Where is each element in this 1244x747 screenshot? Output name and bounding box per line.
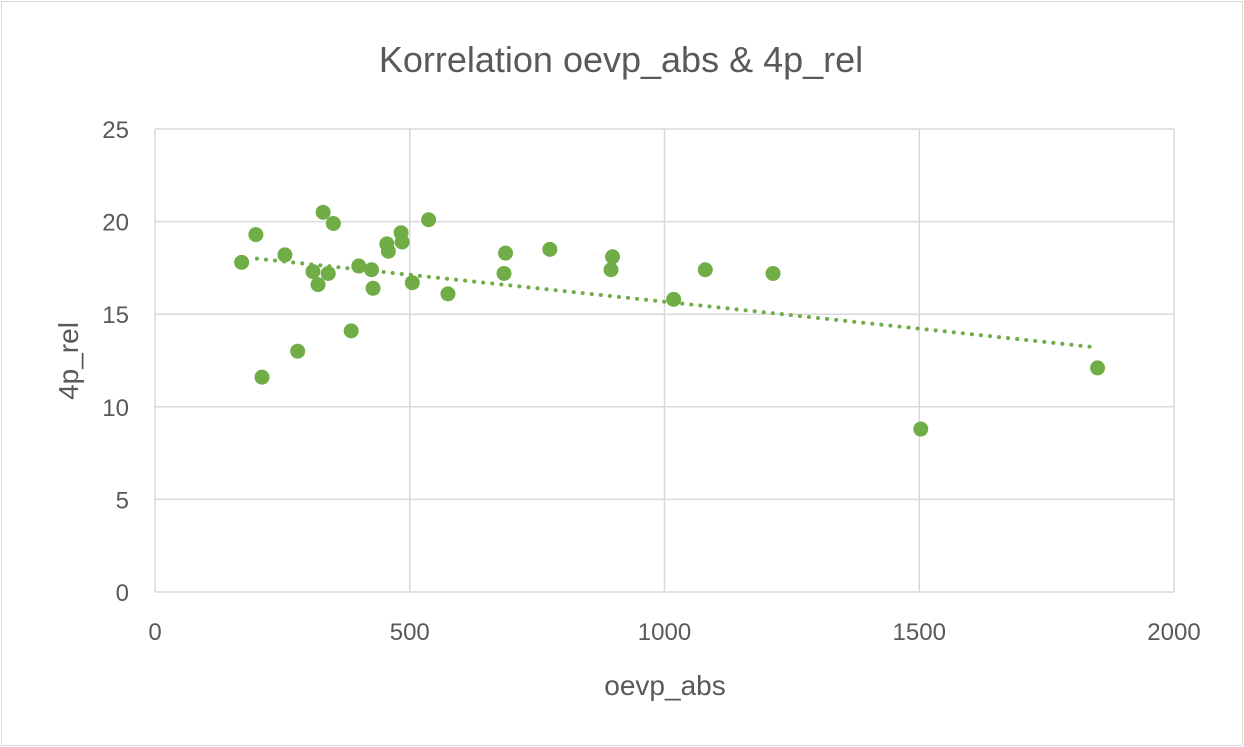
data-point <box>394 234 410 250</box>
data-point <box>310 277 326 293</box>
data-point <box>498 245 514 261</box>
data-point <box>248 227 264 243</box>
chart-title: Korrelation oevp_abs & 4p_rel <box>379 39 863 80</box>
data-point <box>697 262 713 278</box>
data-point <box>365 280 381 296</box>
y-tick-label: 0 <box>116 580 129 607</box>
y-tick-label: 25 <box>102 117 129 144</box>
data-point <box>325 215 341 231</box>
data-point <box>351 258 367 274</box>
tick-layer: 0 5 10 15 20 25 0 500 1000 1500 2000 <box>102 117 1200 646</box>
data-point <box>320 265 336 281</box>
data-point <box>603 262 619 278</box>
data-point <box>913 421 929 437</box>
data-point <box>1090 360 1106 376</box>
data-point <box>496 265 512 281</box>
data-point <box>542 241 558 257</box>
y-tick-label: 20 <box>102 210 129 237</box>
y-tick-label: 5 <box>116 487 129 514</box>
x-axis-label: oevp_abs <box>604 670 725 701</box>
data-point <box>290 343 306 359</box>
y-tick-label: 15 <box>102 302 129 329</box>
data-point <box>404 275 420 291</box>
data-point <box>605 249 621 265</box>
data-point <box>440 286 456 302</box>
x-tick-label: 500 <box>390 619 430 646</box>
data-point <box>305 264 321 280</box>
data-point <box>364 262 380 278</box>
data-point <box>421 212 437 228</box>
data-point <box>380 243 396 259</box>
x-tick-label: 2000 <box>1147 619 1200 646</box>
data-point <box>765 265 781 281</box>
x-tick-label: 0 <box>148 619 161 646</box>
data-point <box>343 323 359 339</box>
x-tick-label: 1000 <box>638 619 691 646</box>
y-axis-label: 4p_rel <box>53 322 84 400</box>
data-point <box>277 247 293 263</box>
x-tick-label: 1500 <box>893 619 946 646</box>
grid-layer <box>154 128 1175 593</box>
y-tick-label: 10 <box>102 395 129 422</box>
data-point <box>315 204 331 220</box>
data-points <box>234 204 1106 437</box>
data-point <box>234 254 250 270</box>
data-point <box>666 291 682 307</box>
data-point <box>254 369 270 385</box>
